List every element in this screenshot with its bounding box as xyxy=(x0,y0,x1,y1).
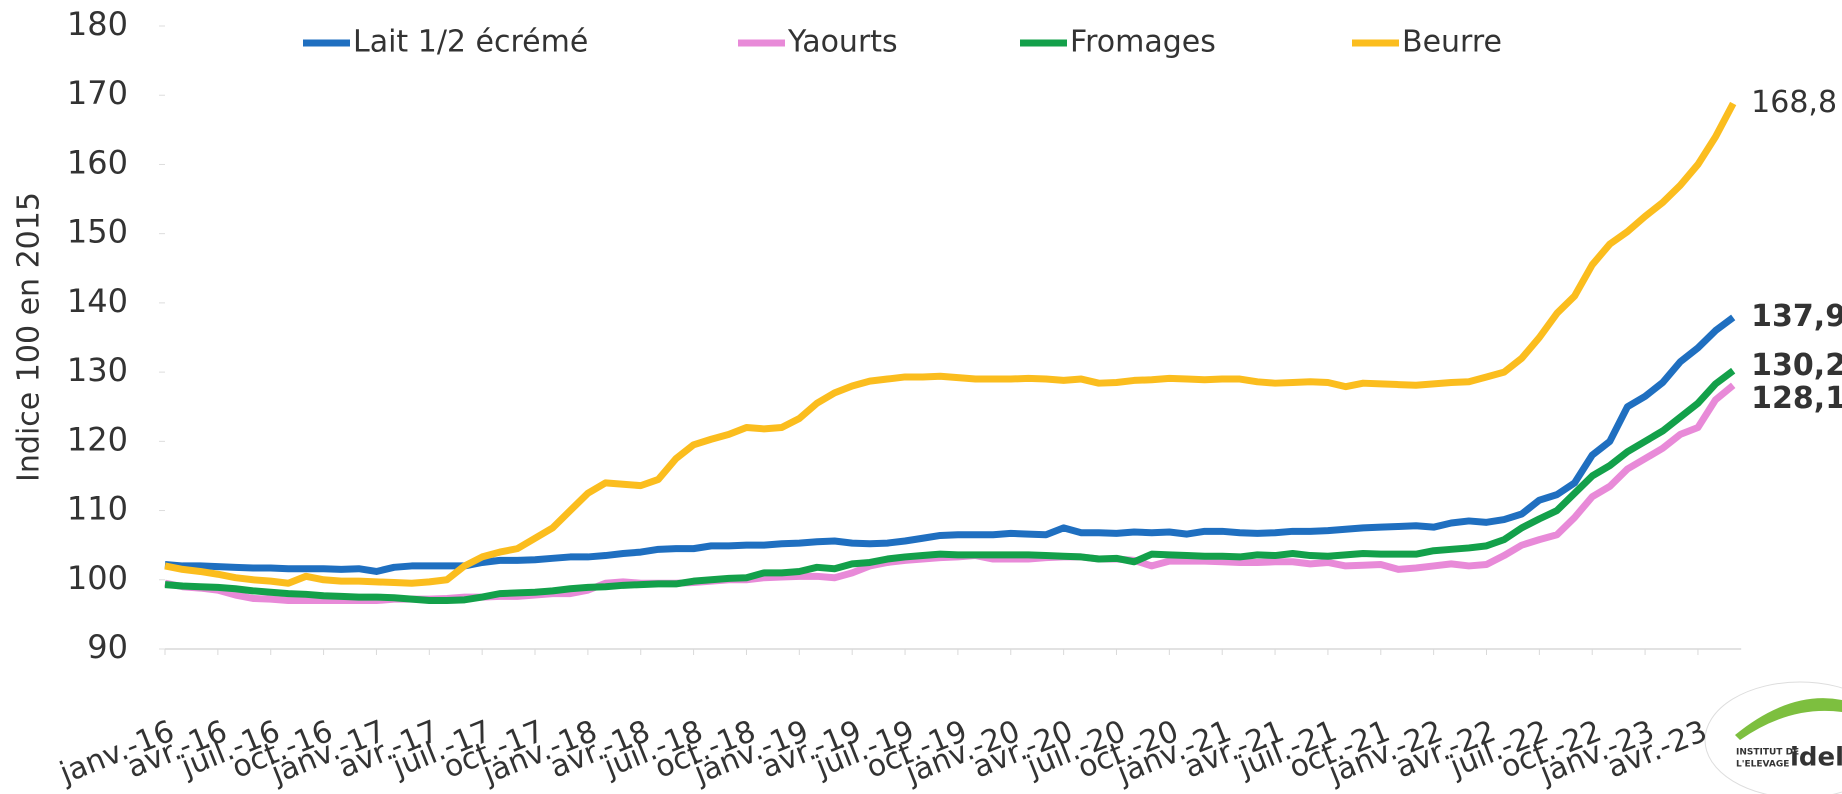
line xyxy=(164,314,1736,575)
logo-brand: idele xyxy=(1790,743,1842,773)
y-tick-label: 150 xyxy=(67,213,128,251)
y-axis-label: Indice 100 en 2015 xyxy=(12,192,47,482)
y-tick-label: 130 xyxy=(67,351,128,389)
legend-label: Lait 1/2 écrémé xyxy=(353,25,588,60)
data-label: 130,2 xyxy=(1751,348,1842,383)
line xyxy=(164,367,1736,605)
y-tick-label: 160 xyxy=(67,143,128,181)
legend-label: Beurre xyxy=(1402,25,1502,60)
logo-text: L'ELEVAGE xyxy=(1736,760,1789,770)
y-tick-label: 140 xyxy=(67,282,128,320)
data-label: 168,8 xyxy=(1751,85,1837,120)
line xyxy=(164,101,1737,587)
logo-text: INSTITUT DE xyxy=(1736,748,1799,758)
legend-label: Yaourts xyxy=(787,25,898,60)
legend-label: Fromages xyxy=(1070,25,1216,60)
data-label: 128,1 xyxy=(1751,381,1842,416)
y-tick-label: 120 xyxy=(67,420,128,458)
logo-swoosh xyxy=(1735,698,1842,740)
y-tick-label: 110 xyxy=(67,490,128,528)
logo: INSTITUT DE L'ELEVAGE idele xyxy=(1704,681,1842,794)
y-tick-label: 100 xyxy=(67,559,128,597)
y-tick-label: 90 xyxy=(87,628,128,666)
data-label: 137,9 xyxy=(1751,299,1842,334)
y-tick-label: 180 xyxy=(67,5,128,43)
y-tick-label: 170 xyxy=(67,74,128,112)
